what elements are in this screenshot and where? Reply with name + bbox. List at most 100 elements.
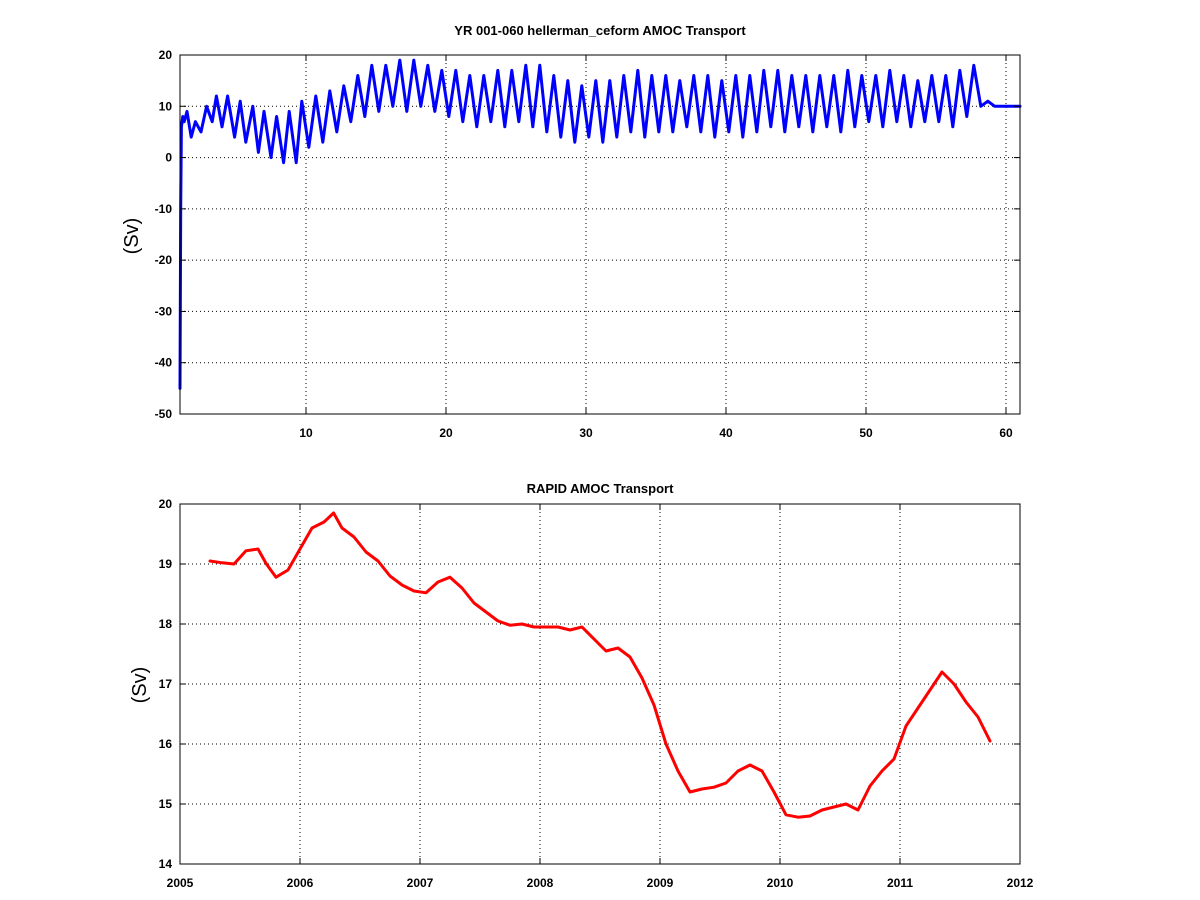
top-chart-data-point	[370, 64, 373, 67]
top-chart-data-point	[257, 151, 260, 154]
bottom-chart-data-point	[844, 802, 848, 806]
top-chart-data-point	[384, 64, 387, 67]
bottom-chart-data-point	[580, 625, 584, 629]
top-chart-xtick-label: 10	[299, 426, 313, 440]
bottom-chart-data-point	[244, 549, 248, 552]
bottom-chart-data-point	[472, 601, 476, 605]
top-chart-data-point	[566, 79, 569, 82]
top-chart-data-point	[972, 64, 975, 67]
top-chart-ytick-label: -20	[155, 253, 173, 267]
top-chart-data-point	[288, 110, 291, 113]
top-chart-data-point	[720, 79, 723, 82]
top-chart-data-point	[615, 135, 618, 139]
top-chart-data-point	[517, 120, 520, 123]
top-chart-data-point	[629, 130, 632, 134]
top-chart: YR 001-060 hellerman_ceform AMOC Transpo…	[121, 23, 1022, 440]
top-chart-data-point	[692, 74, 695, 77]
bottom-chart-data-point	[436, 580, 440, 584]
top-chart-xtick-label: 60	[999, 426, 1013, 440]
top-chart-data-point	[226, 94, 229, 98]
bottom-chart-data-point	[298, 547, 302, 551]
bottom-chart-data-point	[880, 769, 884, 773]
bottom-chart-data-point	[544, 625, 548, 629]
bottom-chart-data-point	[484, 610, 488, 614]
bottom-chart-data-point	[532, 625, 536, 629]
top-chart-data-point	[818, 74, 821, 77]
bottom-chart-data-point	[760, 769, 764, 773]
bottom-chart-data-point	[664, 742, 668, 746]
top-chart-data-point	[965, 115, 968, 118]
top-chart-data-point	[482, 74, 485, 77]
top-chart-data-point	[262, 110, 266, 113]
bottom-chart-data-point	[952, 682, 956, 686]
bottom-chart-data-point	[520, 622, 524, 626]
top-chart-data-point	[185, 110, 189, 113]
top-chart-data-point	[993, 105, 996, 108]
top-chart-data-point	[220, 125, 224, 128]
bottom-chart-xtick-label: 2012	[1007, 876, 1034, 890]
top-chart-data-point	[328, 89, 331, 93]
top-chart-data-point	[958, 69, 961, 72]
top-chart-data-point	[608, 79, 611, 82]
bottom-chart-xtick-label: 2005	[167, 876, 194, 890]
top-chart-data-point	[180, 125, 183, 128]
bottom-chart-data-point	[736, 769, 740, 773]
top-chart-data-point	[531, 125, 534, 128]
top-chart-data-point	[748, 74, 751, 77]
bottom-chart-data-point	[332, 511, 335, 515]
bottom-chart-data-point	[868, 784, 872, 788]
bottom-chart-data-point	[400, 583, 404, 587]
bottom-chart-data-point	[508, 624, 512, 627]
bottom-chart-data-point	[388, 574, 392, 578]
top-chart-data-point	[461, 120, 464, 123]
bottom-chart-data-point	[208, 559, 212, 563]
bottom-chart-xtick-label: 2008	[527, 876, 554, 890]
top-chart-data-point	[923, 120, 926, 123]
top-chart-data-point	[713, 135, 716, 139]
top-chart-data-point	[874, 74, 877, 77]
top-chart-data-point	[930, 74, 933, 77]
bottom-chart-ytick-label: 16	[159, 737, 173, 751]
bottom-chart-data-point	[568, 628, 572, 632]
top-chart-ytick-label: 10	[159, 99, 173, 113]
bottom-chart-data-point	[772, 790, 776, 794]
top-chart-xtick-label: 20	[439, 426, 453, 440]
top-chart-data-point	[194, 120, 197, 123]
top-chart-data-point	[664, 74, 667, 77]
top-chart-data-point	[496, 69, 499, 72]
top-chart-data-point	[769, 125, 772, 128]
bottom-chart-ytick-label: 15	[159, 797, 173, 811]
bottom-chart-xtick-label: 2011	[887, 876, 913, 890]
top-chart-frame	[179, 54, 1021, 415]
top-chart-data-point	[211, 120, 214, 123]
top-chart-data-point	[937, 120, 940, 123]
top-chart-data-point	[205, 105, 208, 108]
top-chart-ytick-label: -10	[155, 202, 173, 216]
bottom-chart-data-point	[640, 676, 644, 680]
bottom-chart-data-point	[340, 526, 344, 530]
bottom-chart-ytick-label: 18	[159, 617, 173, 631]
bottom-chart-data-point	[724, 781, 728, 785]
bottom-chart-data-point	[412, 589, 416, 593]
top-chart-data-point	[447, 115, 450, 118]
bottom-chart-data-point	[964, 700, 968, 704]
bottom-chart-xtick-label: 2007	[407, 876, 434, 890]
bottom-chart: RAPID AMOC Transport (Sv) 2005 2006 2007 20…	[129, 481, 1034, 890]
top-chart-data-point	[300, 99, 303, 103]
top-chart-data-point	[916, 79, 919, 82]
top-chart-data-point	[685, 125, 688, 128]
top-chart-data-point	[902, 74, 905, 77]
top-chart-ytick-label: -30	[155, 304, 173, 318]
bottom-chart-data-point	[496, 619, 500, 623]
bottom-chart-data-point	[274, 576, 278, 579]
top-chart-data-point	[895, 120, 898, 123]
top-chart-ytick-label: -50	[155, 407, 173, 421]
top-chart-data-point	[650, 74, 653, 77]
top-chart-data-point	[811, 130, 814, 134]
top-chart-data-point	[307, 146, 310, 149]
top-chart-data-point	[776, 69, 779, 72]
bottom-chart-data-point	[322, 520, 326, 524]
top-chart-data-point	[790, 74, 793, 77]
top-chart-data-point	[377, 110, 380, 113]
